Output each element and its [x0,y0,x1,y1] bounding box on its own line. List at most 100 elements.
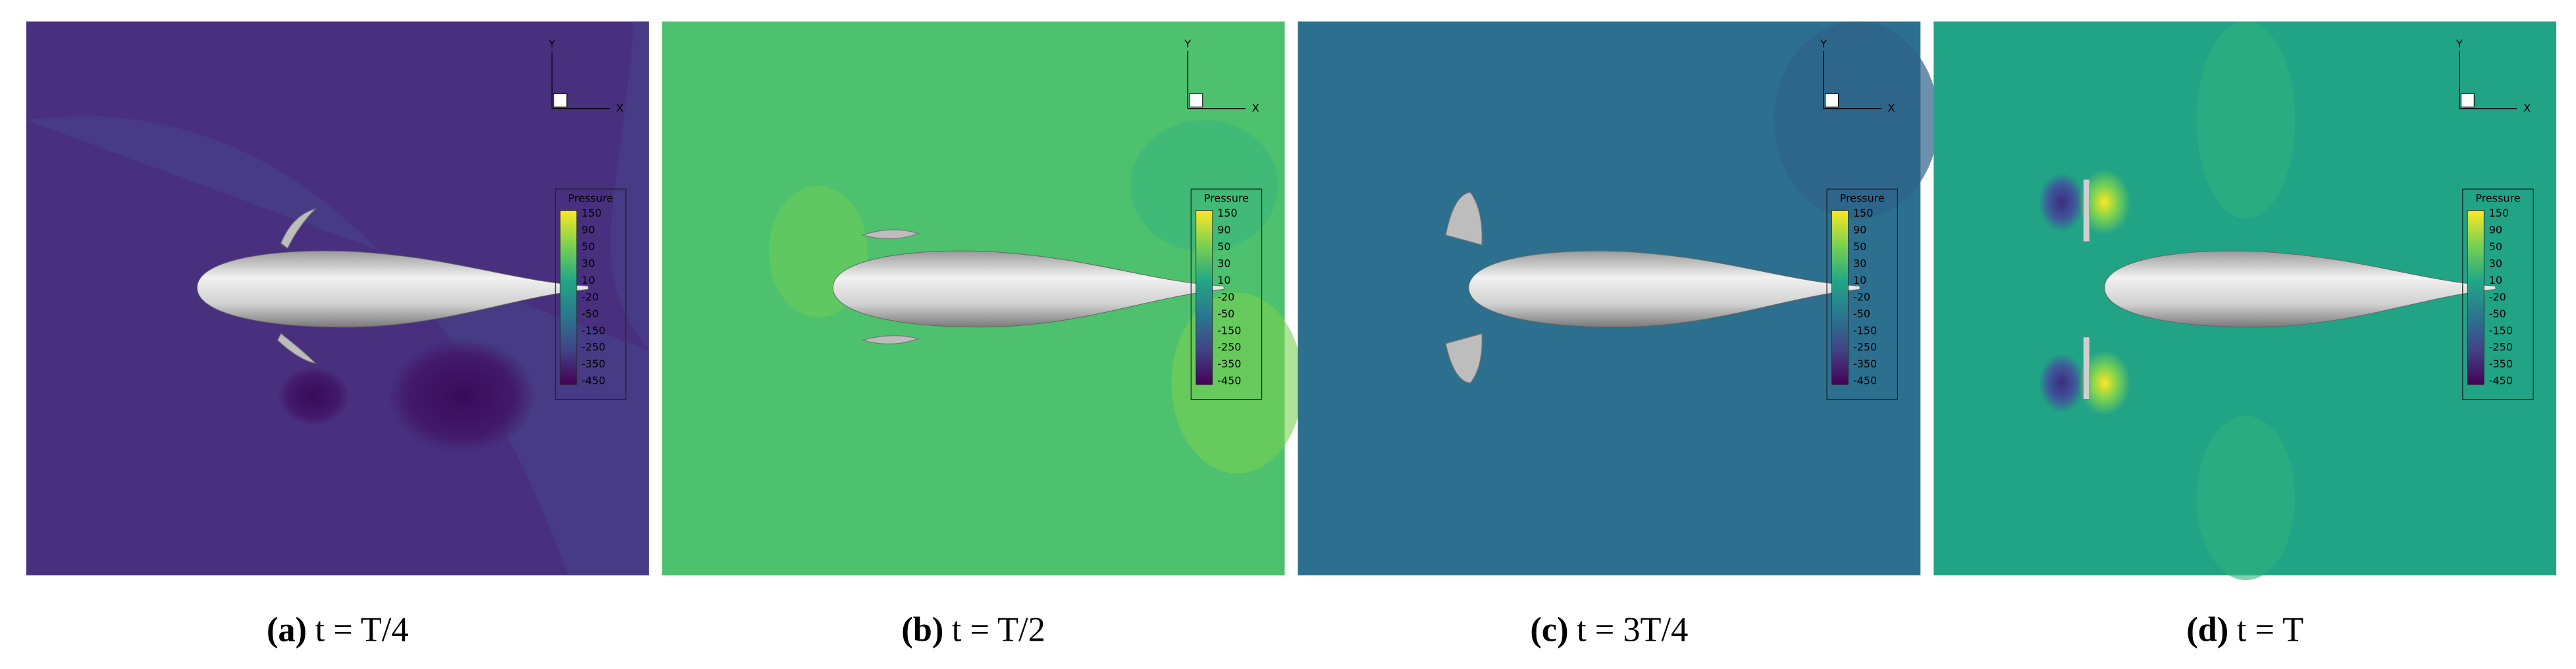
contour-region [26,21,649,575]
pressure-region [1774,21,1939,219]
high-pressure [2078,169,2131,236]
panel: Y X Pressure 150 90 50 30 10 -20 -50 -150 -250 -350 -… [26,21,649,649]
legend-box [2462,188,2534,400]
caption-label: (b) [901,610,943,649]
legend-title: Pressure [2475,192,2520,205]
low-pressure [2038,353,2085,413]
legend-level: 150 [2489,207,2509,219]
legend-box [1190,188,1263,400]
axis-origin [1189,93,1203,107]
axis-label: Y [2456,38,2463,50]
legend-title: Pressure [1204,192,1249,205]
colorbar [2467,210,2484,385]
caption-label: (a) [267,610,307,649]
fin [2082,336,2090,400]
legend-level: 10 [2489,274,2502,286]
legend-level: -20 [1217,290,1234,303]
caption: (a) t = T/4 [267,610,409,649]
legend-level: -250 [1217,341,1241,354]
axis-label: X [616,101,623,114]
legend-level: 30 [2489,257,2502,269]
colorbar [1196,210,1213,385]
legend-level: 10 [1217,274,1230,286]
fin [280,207,317,249]
legend-level: -350 [581,358,605,370]
legend-level: -150 [2489,324,2513,336]
legend-level: 10 [581,274,594,286]
legend-level: 150 [1853,207,1873,219]
legend-level: 150 [581,207,601,219]
legend-level: 10 [1853,274,1866,286]
legend-level: 30 [581,257,594,269]
fish-body [1468,250,1860,328]
panel: Y X Pressure 150 90 50 30 10 -20 -50 -150 -250 -350 -… [1933,21,2557,649]
low-pressure [2038,173,2085,232]
low-pressure [277,366,350,426]
pressure-region [2196,21,2296,219]
legend-level: -450 [1217,375,1241,387]
legend-level: -350 [2489,358,2513,370]
caption-text: t = 3T/4 [1577,610,1688,649]
fin [1445,333,1483,384]
caption-text: t = T/2 [952,610,1045,649]
legend-level: -450 [2489,375,2513,387]
legend-level: 50 [581,240,594,253]
legend-title: Pressure [568,192,613,205]
fin [2082,178,2090,242]
legend-level: -50 [1217,308,1234,320]
pressure-region [1130,120,1278,252]
axis-origin [1825,93,1839,107]
legend-level: -150 [1853,324,1877,336]
legend-level: 30 [1217,257,1230,269]
legend-level: -20 [581,290,598,303]
fish-body [196,250,589,328]
legend-level: -450 [581,375,605,387]
legend-level: -20 [2489,290,2506,303]
caption-label: (d) [2186,610,2228,649]
panel: Y X Pressure 150 90 50 30 10 -20 -50 -150 -250 -350 -… [1298,21,1939,649]
caption: (d) t = T [2186,610,2303,649]
legend-level: -50 [1853,308,1870,320]
legend-level: -250 [1853,341,1877,354]
axis-label: X [1252,101,1259,114]
fish-body [832,250,1224,328]
caption: (c) t = 3T/4 [1530,610,1688,649]
legend-box [554,188,627,400]
legend-level: 90 [581,224,594,236]
legend-level: -50 [581,308,598,320]
legend-level: -50 [2489,308,2506,320]
legend-level: -250 [2489,341,2513,354]
axis-origin [2460,93,2475,107]
legend-level: 90 [1853,224,1866,236]
legend-level: 90 [2489,224,2502,236]
colorbar [1831,210,1849,385]
legend-level: -250 [581,341,605,354]
legend-level: -150 [1217,324,1241,336]
legend-level: -150 [581,324,605,336]
fin [861,229,920,240]
legend-level: 150 [1217,207,1237,219]
axis-label: Y [1820,38,1827,50]
panel: Y X Pressure 150 90 50 30 10 -20 -50 -150 -250 -350 -… [662,21,1303,649]
colorbar [560,210,577,385]
fish-body [2104,250,2496,328]
caption: (b) t = T/2 [901,610,1045,649]
legend-level: -20 [1853,290,1870,303]
legend-box [1826,188,1898,400]
axis-label: Y [548,38,556,50]
legend-level: 50 [1217,240,1230,253]
legend-title: Pressure [1840,192,1885,205]
low-pressure [387,338,536,454]
legend-level: 50 [2489,240,2502,253]
axis-label: X [1887,101,1895,114]
legend-level: -350 [1217,358,1241,370]
caption-text: t = T [2237,610,2303,649]
legend-level: -450 [1853,375,1877,387]
pressure-region [2196,415,2296,581]
legend-level: 90 [1217,224,1230,236]
legend-level: 50 [1853,240,1866,253]
fin [276,333,317,364]
fin [860,335,920,344]
caption-label: (c) [1530,610,1568,649]
axis-origin [553,93,567,107]
